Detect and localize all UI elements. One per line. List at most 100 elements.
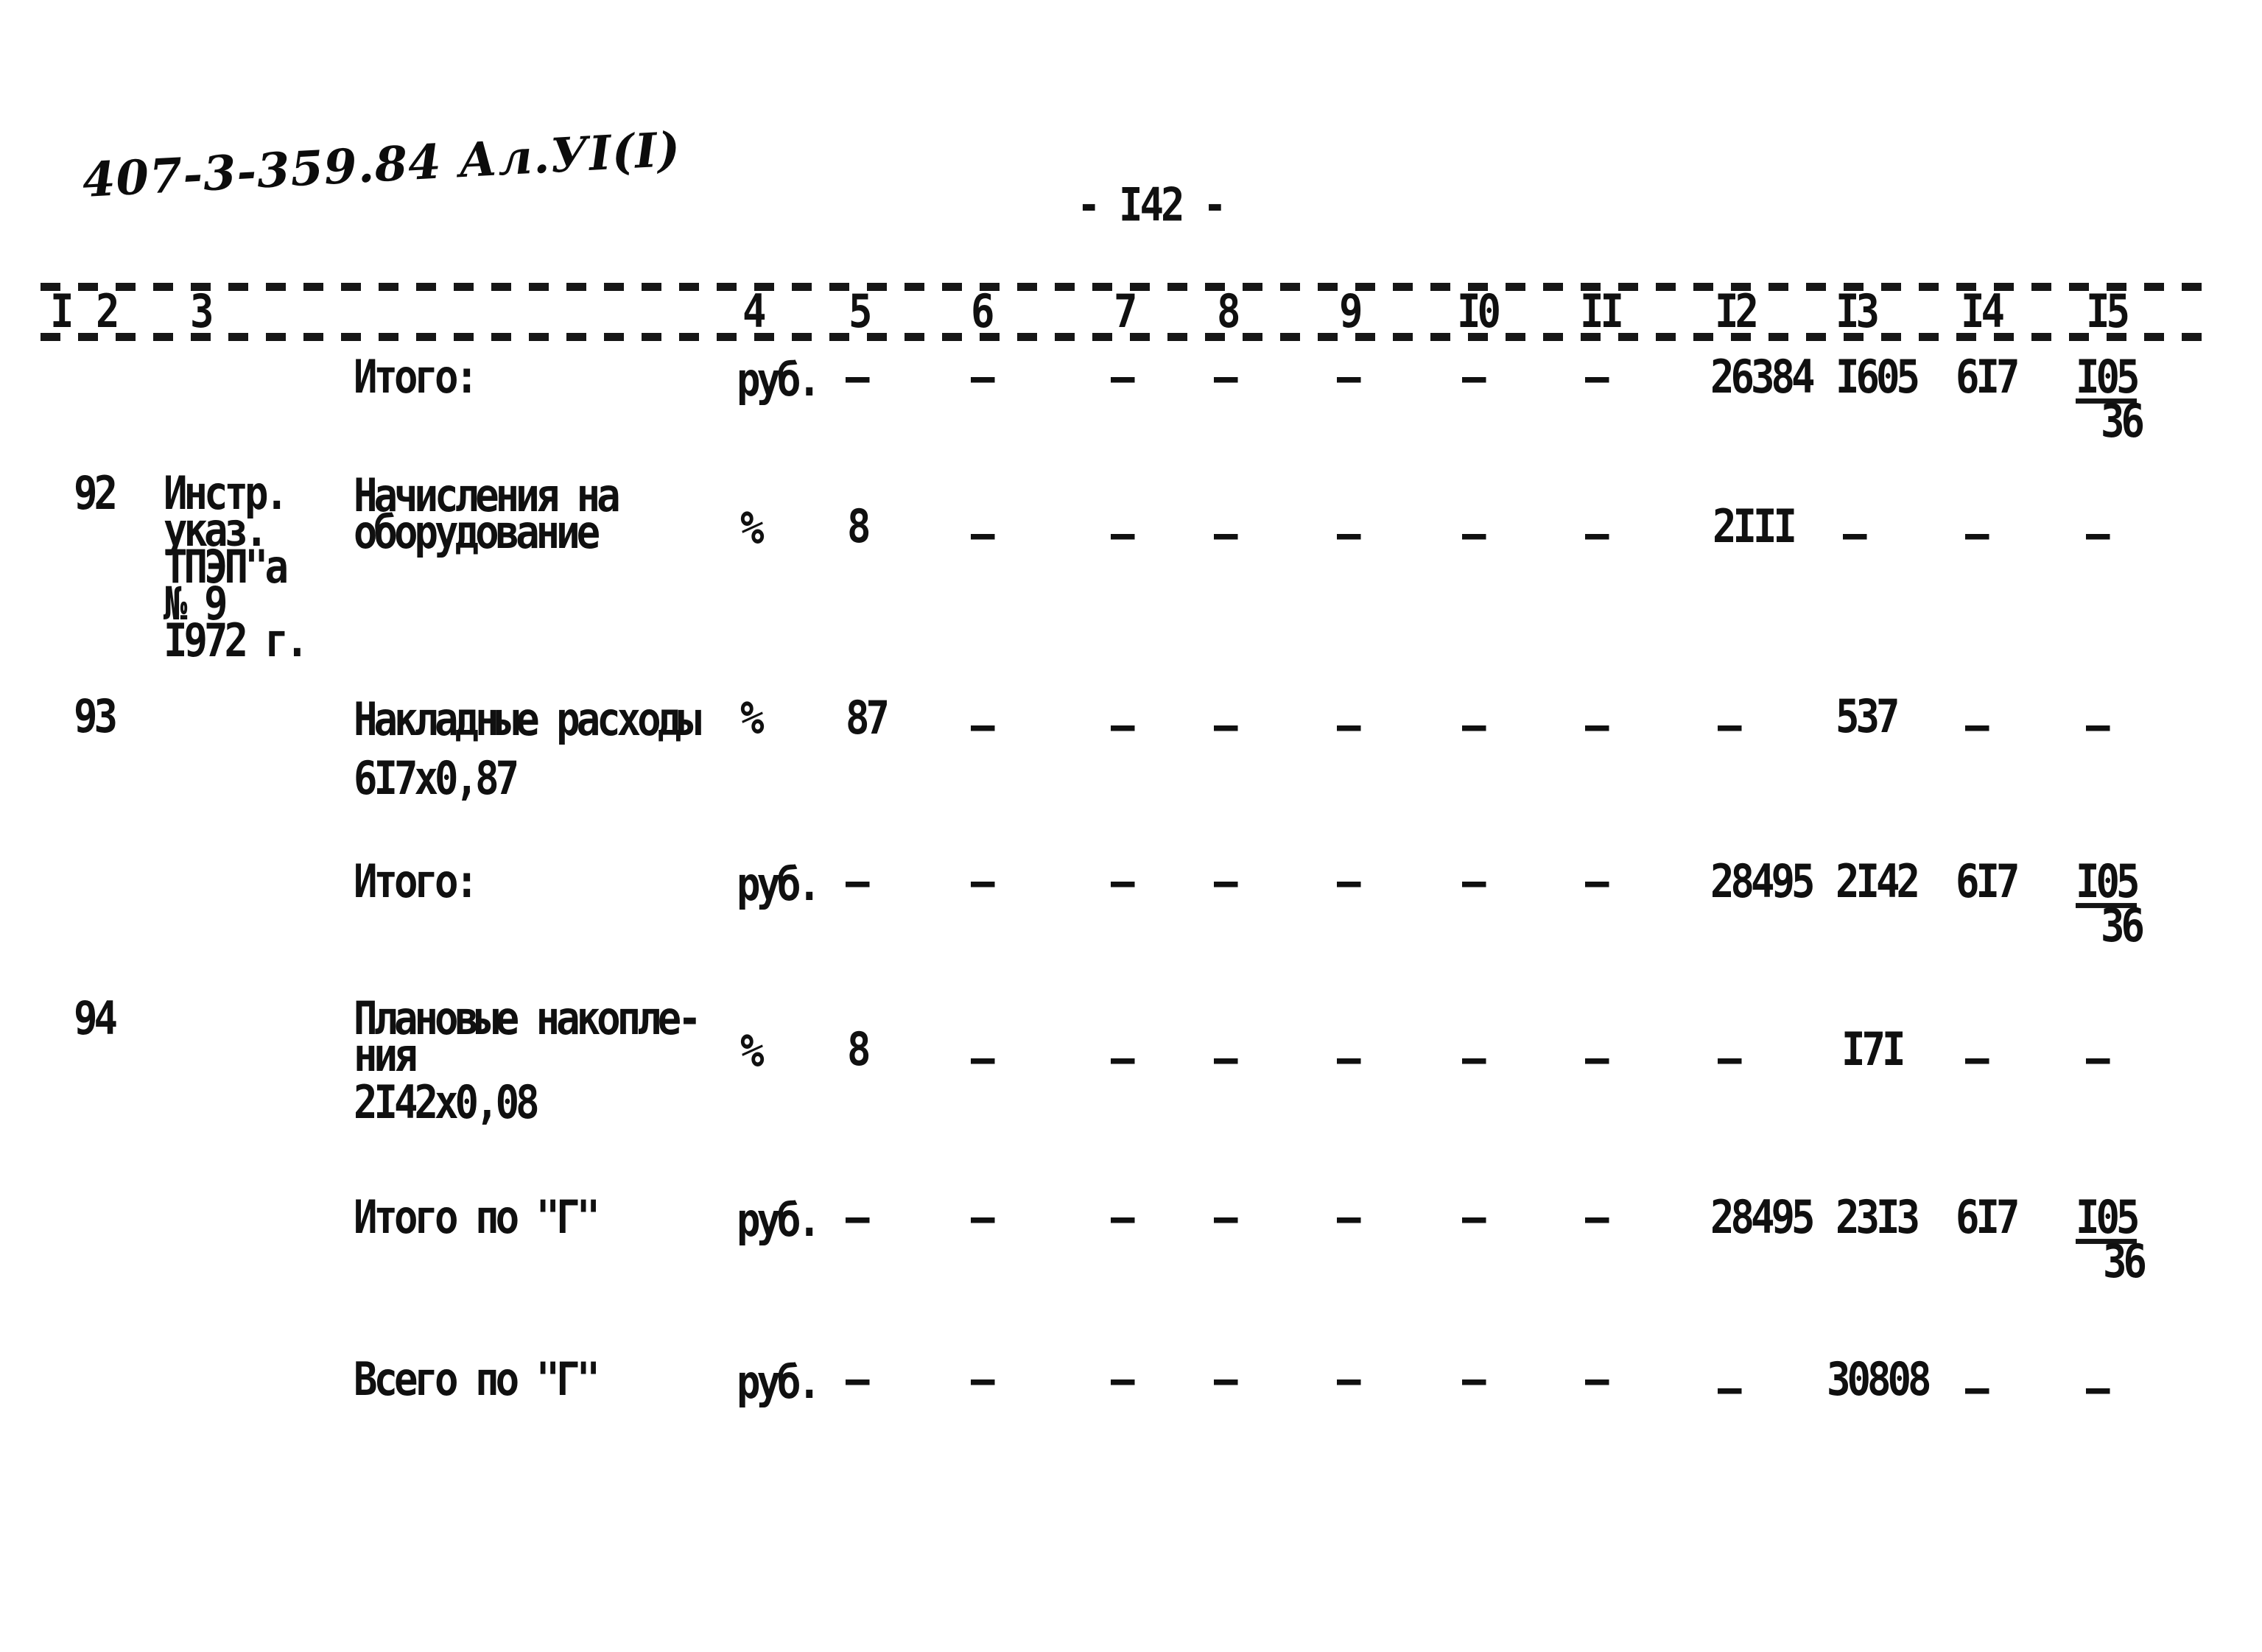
grand-totalG-col11-dash: — [1585,1352,1609,1406]
row92-col13-dash: — [1843,507,1866,560]
row94-col11-dash: — [1585,1031,1609,1085]
row94-col9-dash: — [1337,1031,1360,1085]
row93-col11-dash: — [1585,698,1609,752]
row93-col10-dash: — [1462,698,1486,752]
column-header-13: I3 [1836,284,1880,338]
row93-col5-value: 87 [846,691,890,745]
row92-unit: % [740,501,764,555]
grand-totalG-label: Всего по "Г" [354,1352,600,1406]
total1-col9-dash: — [1337,350,1360,404]
column-header-12: I2 [1715,284,1759,338]
column-header-5: 5 [849,284,872,338]
row93-col12-dash: — [1718,698,1741,752]
total1-col15-value-line2: 36 [2101,394,2145,448]
row92-ref-line3: ТПЭП"а [164,540,289,594]
totalG-label: Итого по "Г" [354,1190,600,1244]
row92-ref-line2: указ. [164,503,269,557]
row94-col8-dash: — [1214,1031,1237,1085]
total2-col14-value: 6I7 [1956,854,2020,908]
row94-col15-dash: — [2086,1031,2110,1085]
grand-totalG-col13-value: 30808 [1827,1352,1932,1406]
row92-col9-dash: — [1337,507,1360,560]
totalG-col14-value: 6I7 [1956,1190,2020,1244]
total1-label: Итого: [354,350,479,404]
totalG-col8-dash: — [1214,1190,1237,1244]
row92-col5-value: 8 [847,499,871,553]
row93-col15-dash: — [2086,698,2110,752]
total2-col9-dash: — [1337,854,1360,908]
total2-col6-dash: — [971,854,994,908]
grand-totalG-col6-dash: — [971,1352,994,1406]
column-header-1: I [50,284,74,338]
total2-col11-dash: — [1585,854,1609,908]
total1-col10-dash: — [1462,350,1486,404]
row94-col7-dash: — [1111,1031,1134,1085]
total1-col13-value: I605 [1836,350,1920,404]
grand-totalG-col10-dash: — [1462,1352,1486,1406]
row92-ref-line4: № 9 [164,577,228,630]
column-header-8: 8 [1217,284,1240,338]
row92-number: 92 [74,466,118,520]
grand-totalG-col9-dash: — [1337,1352,1360,1406]
total1-col6-dash: — [971,350,994,404]
grand-totalG-col7-dash: — [1111,1352,1134,1406]
grand-totalG-col15-dash: — [2086,1361,2110,1415]
row93-col7-dash: — [1111,698,1134,752]
row92-ref-line1: Инстр. [164,466,289,520]
table-header-dashed-rule [41,333,2219,341]
row94-label-line2: ния [354,1028,418,1082]
column-header-4: 4 [742,284,766,338]
row92-col11-dash: — [1585,507,1609,560]
total1-unit: руб. [737,353,821,407]
total2-col12-value: 28495 [1710,854,1816,908]
row92-col7-dash: — [1111,507,1134,560]
total2-label: Итого: [354,854,479,908]
totalG-col10-dash: — [1462,1190,1486,1244]
row93-unit: % [740,691,764,745]
table-top-dashed-rule [41,283,2219,291]
row93-number: 93 [74,689,118,743]
total2-unit: руб. [737,857,821,911]
row92-label-line2: оборудование [354,505,600,559]
page-number: - I42 - [1077,178,1227,232]
total2-col13-value: 2I42 [1836,854,1920,908]
column-header-11: II [1580,284,1624,338]
row92-label-line1: Начисления на [354,468,621,522]
row92-col15-dash: — [2086,507,2110,560]
row94-col5-value: 8 [847,1022,871,1076]
row94-col14-dash: — [1965,1031,1989,1085]
grand-totalG-col8-dash: — [1214,1352,1237,1406]
totalG-col7-dash: — [1111,1190,1134,1244]
totalG-col11-dash: — [1585,1190,1609,1244]
column-header-15: I5 [2086,284,2130,338]
row92-col6-dash: — [971,507,994,560]
column-header-2: 2 [96,284,119,338]
totalG-unit: руб. [737,1193,821,1247]
row94-col6-dash: — [971,1031,994,1085]
grand-totalG-col14-dash: — [1965,1361,1989,1415]
grand-totalG-col5-dash: — [846,1352,869,1406]
row93-label: Накладные расходы [354,692,702,746]
total2-col10-dash: — [1462,854,1486,908]
row93-col6-dash: — [971,698,994,752]
total1-col14-value: 6I7 [1956,350,2020,404]
total2-col15-value: I05 [2076,854,2140,908]
row93-col14-dash: — [1965,698,1989,752]
handwritten-doc-code: 407-3-359.84 Ал.УI(I) [81,122,682,208]
row92-ref-line5: I972 г. [164,614,309,667]
totalG-col5-dash: — [846,1190,869,1244]
totalG-col15-value-line2: 36 [2103,1234,2147,1288]
totalG-col9-dash: — [1337,1190,1360,1244]
total1-col11-dash: — [1585,350,1609,404]
row92-col8-dash: — [1214,507,1237,560]
total2-col7-dash: — [1111,854,1134,908]
column-header-3: 3 [190,284,214,338]
row93-col8-dash: — [1214,698,1237,752]
row94-unit: % [740,1024,764,1078]
column-header-14: I4 [1961,284,2005,338]
totalG-col12-value: 28495 [1710,1190,1816,1244]
total1-col12-value: 26384 [1710,350,1816,404]
total1-col15-value: I05 [2076,350,2140,404]
row93-col9-dash: — [1337,698,1360,752]
